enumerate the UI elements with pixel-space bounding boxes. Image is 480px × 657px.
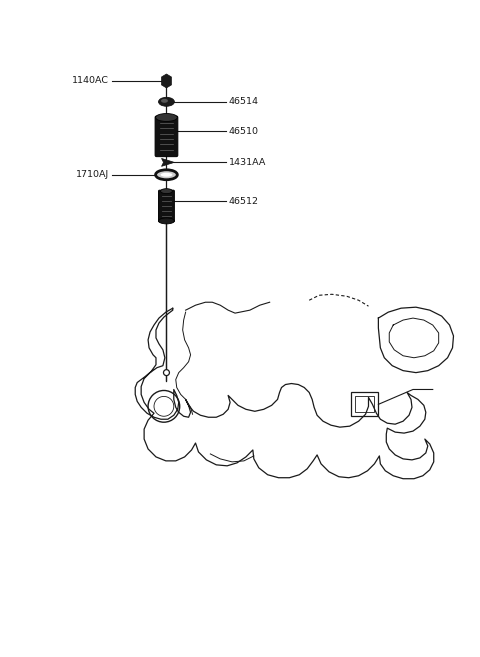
Ellipse shape xyxy=(156,114,177,122)
Ellipse shape xyxy=(158,218,174,224)
Text: 1140AC: 1140AC xyxy=(72,76,109,85)
Ellipse shape xyxy=(160,173,172,177)
Polygon shape xyxy=(161,74,171,88)
Ellipse shape xyxy=(160,189,172,194)
Text: 46512: 46512 xyxy=(229,196,259,206)
Ellipse shape xyxy=(158,97,174,106)
Text: 46514: 46514 xyxy=(229,97,259,106)
Polygon shape xyxy=(161,158,174,166)
Text: 1710AJ: 1710AJ xyxy=(76,170,109,179)
Ellipse shape xyxy=(156,170,177,180)
Ellipse shape xyxy=(161,99,168,102)
Text: 1431AA: 1431AA xyxy=(229,158,266,167)
FancyBboxPatch shape xyxy=(155,116,178,156)
Bar xyxy=(355,396,374,413)
Text: 46510: 46510 xyxy=(229,127,259,136)
Bar xyxy=(351,392,378,417)
Circle shape xyxy=(164,370,169,376)
FancyBboxPatch shape xyxy=(158,190,174,222)
